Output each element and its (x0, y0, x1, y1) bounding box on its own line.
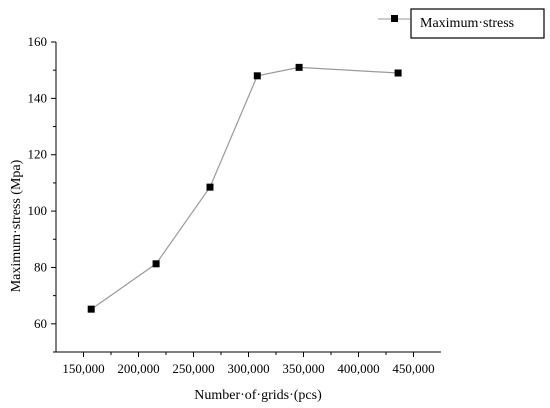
series-layer (87, 63, 402, 313)
x-tick-label: 350,000 (282, 361, 324, 376)
legend-marker-sample (391, 15, 398, 22)
legend: Maximum·stress (378, 8, 545, 39)
y-tick-label: 160 (28, 34, 48, 49)
data-point (152, 260, 160, 268)
data-point (87, 305, 95, 313)
legend-label: Maximum·stress (420, 16, 514, 31)
data-point (206, 183, 214, 191)
x-tick-label: 200,000 (117, 361, 159, 376)
axes (55, 42, 441, 353)
y-axis-label: Maximum·stress (Mpa) (9, 159, 24, 292)
x-tick-label: 250,000 (172, 361, 214, 376)
data-point (253, 72, 261, 80)
x-tick-label: 300,000 (227, 361, 269, 376)
x-tick-label: 400,000 (337, 361, 379, 376)
data-point (295, 63, 303, 71)
x-axis-label: Number·of·grids·(pcs) (194, 388, 322, 403)
ticks: 60 80 100 120 140 160 150,000 200,000 250,000 300… (28, 34, 435, 376)
y-tick-label: 140 (28, 90, 48, 105)
y-tick-label: 120 (28, 147, 48, 162)
x-tick-label: 150,000 (62, 361, 104, 376)
x-tick-label: 450,000 (392, 361, 434, 376)
y-tick-label: 80 (34, 259, 47, 274)
y-tick-label: 100 (28, 203, 48, 218)
legend-box (410, 8, 545, 39)
series-line (90, 66, 399, 310)
data-point (394, 69, 402, 77)
y-tick-label: 60 (34, 316, 47, 331)
